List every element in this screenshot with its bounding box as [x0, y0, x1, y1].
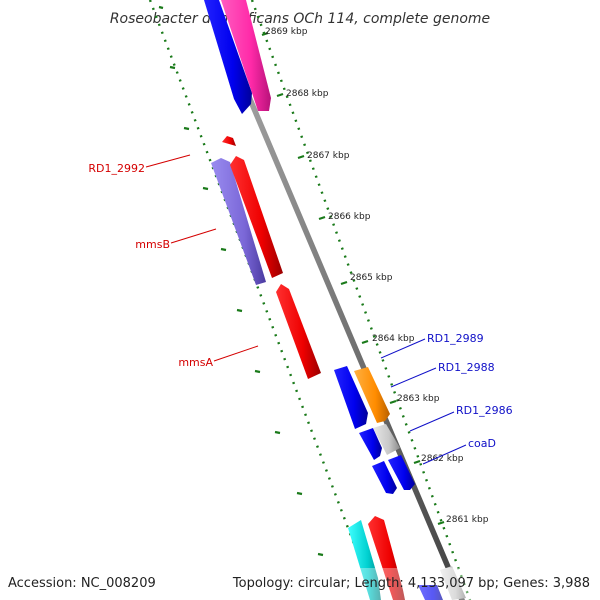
gene-label-mmsa[interactable]: mmsA: [178, 356, 213, 369]
tick-label: 2867 kbp: [307, 151, 350, 161]
tick-label: 2866 kbp: [328, 212, 371, 222]
gene-arrow-magenta[interactable]: [221, 0, 271, 111]
tick-label: 2863 kbp: [397, 394, 440, 404]
gene-label-rd1-2989[interactable]: RD1_2989: [427, 332, 484, 345]
tick-label: 2869 kbp: [265, 27, 308, 37]
footer-backdrop: [0, 568, 600, 600]
genome-summary-text: Topology: circular; Length: 4,133,097 bp…: [232, 576, 590, 591]
leader-line-coad: [422, 444, 467, 465]
gene-arrow-rd1-2986[interactable]: [359, 428, 382, 460]
leader-line-rd1-2992: [145, 154, 191, 168]
leader-line-rd1-2988: [390, 367, 437, 388]
gene-label-mmsb[interactable]: mmsB: [135, 238, 170, 251]
map-title: Roseobacter denitrificans OCh 114, compl…: [110, 11, 490, 27]
gene-arrow-rd1-2989[interactable]: [334, 366, 368, 429]
gene-label-rd1-2986[interactable]: RD1_2986: [456, 404, 513, 417]
genome-backbone: [205, 0, 465, 600]
gene-arrow-mmsb[interactable]: [211, 158, 266, 285]
gene-arrow-red-bottom[interactable]: [368, 516, 405, 600]
accession-text: Accession: NC_008209: [8, 576, 156, 591]
tick-label: 2862 kbp: [421, 454, 464, 464]
leader-line-rd1-2989: [380, 338, 426, 359]
leader-line-mmsa: [213, 345, 259, 362]
leader-line-rd1-2986: [409, 411, 455, 432]
gene-label-coad[interactable]: coaD: [468, 437, 496, 450]
plus-track-ticks: [261, 31, 445, 526]
tick-label: 2865 kbp: [350, 273, 393, 283]
tick-label: 2864 kbp: [372, 334, 415, 344]
gene-label-rd1-2988[interactable]: RD1_2988: [438, 361, 495, 374]
gene-arrow-mmsa[interactable]: [276, 284, 321, 379]
gene-arrow-blue[interactable]: [204, 0, 252, 114]
gene-arrow-cyan[interactable]: [348, 520, 381, 600]
gene-arrow-blue-bottom[interactable]: [418, 585, 443, 600]
gene-arrow-coad[interactable]: [372, 461, 397, 494]
minus-track-ticks: [158, 5, 324, 557]
tick-label: 2861 kbp: [446, 515, 489, 525]
leader-line-mmsb: [170, 228, 217, 244]
gene-arrow-gray[interactable]: [373, 424, 400, 455]
gene-arrow-mmsa-start[interactable]: [230, 156, 283, 278]
gene-label-rd1-2992[interactable]: RD1_2992: [88, 162, 145, 175]
gene-arrow-blue-2[interactable]: [388, 455, 415, 490]
gene-arrow-rd1-2988[interactable]: [354, 367, 390, 423]
gene-arrow-gray-bottom[interactable]: [440, 566, 466, 600]
tick-label: 2868 kbp: [286, 89, 329, 99]
gene-arrow-rd1-2992[interactable]: [222, 136, 236, 146]
